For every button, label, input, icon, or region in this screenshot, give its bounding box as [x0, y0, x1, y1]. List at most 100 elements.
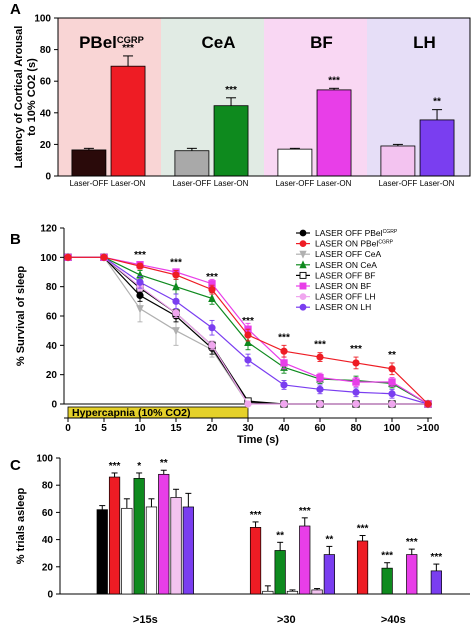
data-point — [352, 400, 360, 408]
data-point — [280, 359, 288, 367]
bar — [121, 507, 133, 595]
bar-label: Laser-OFF — [173, 179, 212, 188]
significance-stars: *** — [250, 510, 262, 521]
bar-label: Laser-ON — [111, 179, 146, 188]
data-point — [172, 327, 180, 336]
data-point — [172, 309, 180, 317]
x-tick-label: 5 — [101, 423, 107, 434]
y-axis-label: % trials asleep — [15, 488, 27, 565]
bar — [108, 476, 121, 595]
bar — [182, 506, 194, 595]
data-point — [299, 229, 307, 237]
plot-frame — [57, 17, 471, 177]
y-tick-label: 40 — [46, 341, 58, 352]
significance-stars: ** — [325, 534, 333, 545]
data-point — [172, 297, 180, 305]
x-tick-label: 80 — [350, 423, 362, 434]
bar — [262, 590, 274, 595]
legend-entry: LASER ON BF — [315, 281, 371, 291]
group-label: >30 — [277, 614, 296, 626]
bar — [316, 89, 352, 177]
significance-stars: *** — [206, 272, 218, 283]
data-point — [136, 262, 144, 270]
y-tick-label: 100 — [36, 454, 53, 465]
data-point — [388, 400, 396, 408]
significance-stars: *** — [134, 250, 146, 261]
significance-stars: *** — [431, 552, 443, 563]
x-tick-label: 30 — [242, 423, 254, 434]
region-label: BF — [310, 33, 333, 52]
legend-entry: LASER OFF PBelCGRP — [315, 228, 398, 238]
significance-stars: *** — [242, 316, 254, 327]
y-tick-label: 40 — [42, 535, 54, 546]
bar — [311, 589, 323, 595]
data-point — [244, 337, 252, 347]
data-point — [208, 293, 216, 303]
x-tick-label: 20 — [206, 423, 218, 434]
data-point — [316, 373, 324, 382]
bar — [286, 590, 299, 595]
bar-label: Laser-OFF — [276, 179, 315, 188]
data-point — [280, 381, 288, 389]
data-point — [136, 291, 144, 300]
panel-letter-b: B — [10, 231, 21, 248]
x-tick-label: 0 — [65, 423, 71, 434]
data-point — [316, 353, 324, 361]
significance-stars: *** — [357, 524, 369, 535]
data-point — [208, 324, 216, 332]
data-point — [352, 388, 360, 396]
bar — [299, 525, 311, 595]
significance-stars: *** — [406, 537, 418, 548]
y-tick-label: 120 — [40, 224, 57, 235]
data-point — [299, 260, 307, 269]
data-point — [244, 331, 252, 339]
bar — [170, 497, 182, 595]
bar — [213, 105, 249, 177]
data-point — [208, 341, 216, 349]
data-point — [299, 282, 307, 290]
y-tick-label: 80 — [40, 45, 52, 56]
y-tick-label: 0 — [51, 400, 57, 411]
data-point — [136, 278, 144, 286]
legend-entry: LASER ON CeA — [315, 260, 377, 270]
significance-stars: *** — [299, 506, 311, 517]
y-tick-label: 80 — [46, 282, 58, 293]
data-point — [172, 282, 180, 291]
data-point — [352, 359, 360, 367]
bar — [133, 478, 145, 595]
significance-stars: ** — [433, 97, 441, 108]
y-axis-label: % Survival of sleep — [15, 266, 27, 367]
x-tick-label: >100 — [417, 423, 440, 434]
bar — [110, 65, 146, 177]
bar — [96, 509, 108, 595]
bar-label: Laser-OFF — [70, 179, 109, 188]
y-tick-label: 20 — [40, 140, 52, 151]
legend-entry: LASER ON LH — [315, 302, 371, 312]
legend-entry: LASER OFF LH — [315, 292, 375, 302]
data-point — [388, 390, 396, 398]
data-point — [388, 378, 396, 386]
x-tick-label: 15 — [170, 423, 182, 434]
bar — [277, 148, 313, 177]
significance-stars: ** — [160, 458, 168, 469]
bar — [356, 540, 369, 595]
x-tick-label: 10 — [134, 423, 146, 434]
data-point — [352, 378, 360, 386]
panel-letter-a: A — [10, 1, 21, 18]
legend-entry: LASER ON PBelCGRP — [315, 239, 394, 249]
y-tick-label: 60 — [42, 508, 54, 519]
bar — [174, 150, 210, 177]
legend-entry: LASER OFF BF — [315, 270, 375, 280]
y-axis-label: Latency of Cortical Arousalto 10% CO2 (s… — [13, 26, 38, 169]
group-label: >40s — [381, 614, 406, 626]
bar — [406, 554, 418, 595]
bar — [249, 527, 262, 595]
significance-stars: * — [137, 461, 141, 472]
data-point — [244, 356, 252, 364]
data-point — [299, 250, 307, 259]
x-tick-label: 40 — [278, 423, 290, 434]
significance-stars: ** — [388, 350, 396, 361]
bar-label: Laser-OFF — [379, 179, 418, 188]
data-point — [299, 240, 307, 248]
y-tick-label: 0 — [45, 172, 51, 183]
